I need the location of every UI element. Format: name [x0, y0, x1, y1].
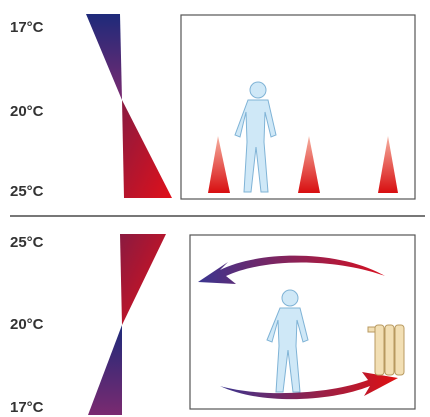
diagram: 17°C 20°C 25°C 25°C 20°C 17°C	[0, 0, 430, 417]
cold-wedge	[86, 14, 122, 100]
temp-label: 25°C	[10, 183, 44, 200]
cold-wedge	[88, 325, 122, 415]
temp-label: 17°C	[10, 399, 44, 416]
temp-label: 20°C	[10, 103, 44, 120]
temp-label: 20°C	[10, 316, 44, 333]
temp-label: 25°C	[10, 234, 44, 251]
temp-label: 17°C	[10, 19, 44, 36]
warm-wedge	[122, 100, 172, 198]
warm-wedge	[120, 234, 166, 325]
